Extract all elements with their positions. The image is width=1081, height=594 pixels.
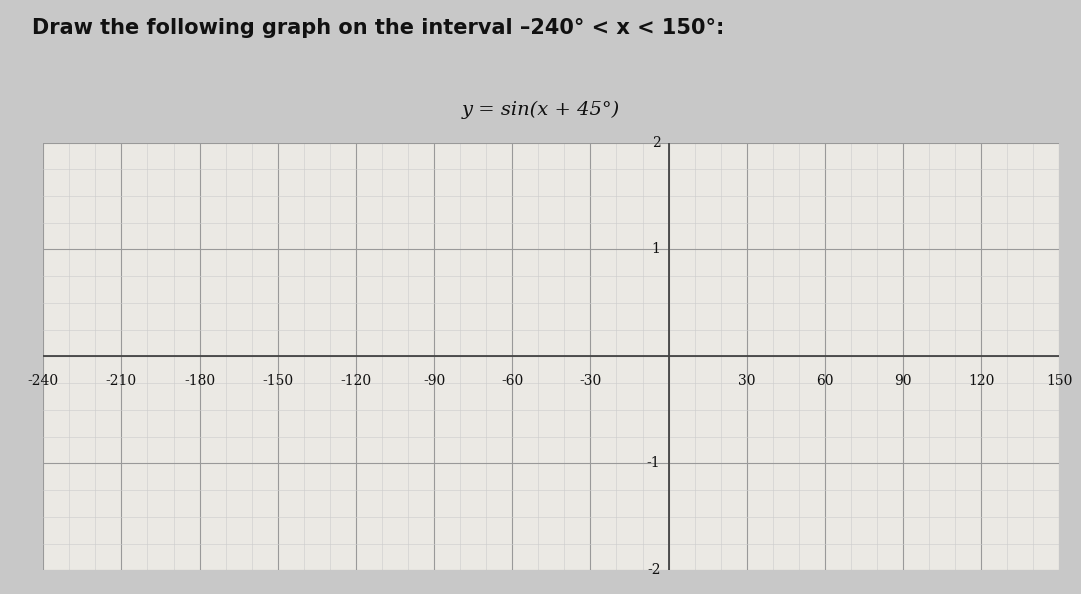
Text: -60: -60 (502, 374, 523, 387)
Text: Draw the following graph on the interval –240° < x < 150°:: Draw the following graph on the interval… (32, 18, 724, 38)
Text: -30: -30 (579, 374, 601, 387)
Text: -210: -210 (106, 374, 137, 387)
Text: -90: -90 (423, 374, 445, 387)
Text: 30: 30 (738, 374, 756, 387)
Text: -180: -180 (184, 374, 215, 387)
Text: 60: 60 (816, 374, 833, 387)
Text: 2: 2 (652, 135, 660, 150)
Text: 1: 1 (652, 242, 660, 257)
Text: 90: 90 (894, 374, 911, 387)
Text: y = sin(x + 45°): y = sin(x + 45°) (462, 101, 619, 119)
Text: -150: -150 (263, 374, 293, 387)
Text: 150: 150 (1046, 374, 1072, 387)
Text: -120: -120 (341, 374, 372, 387)
Text: -240: -240 (28, 374, 58, 387)
Text: -2: -2 (646, 563, 660, 577)
Text: 120: 120 (967, 374, 995, 387)
Text: -1: -1 (646, 456, 660, 470)
